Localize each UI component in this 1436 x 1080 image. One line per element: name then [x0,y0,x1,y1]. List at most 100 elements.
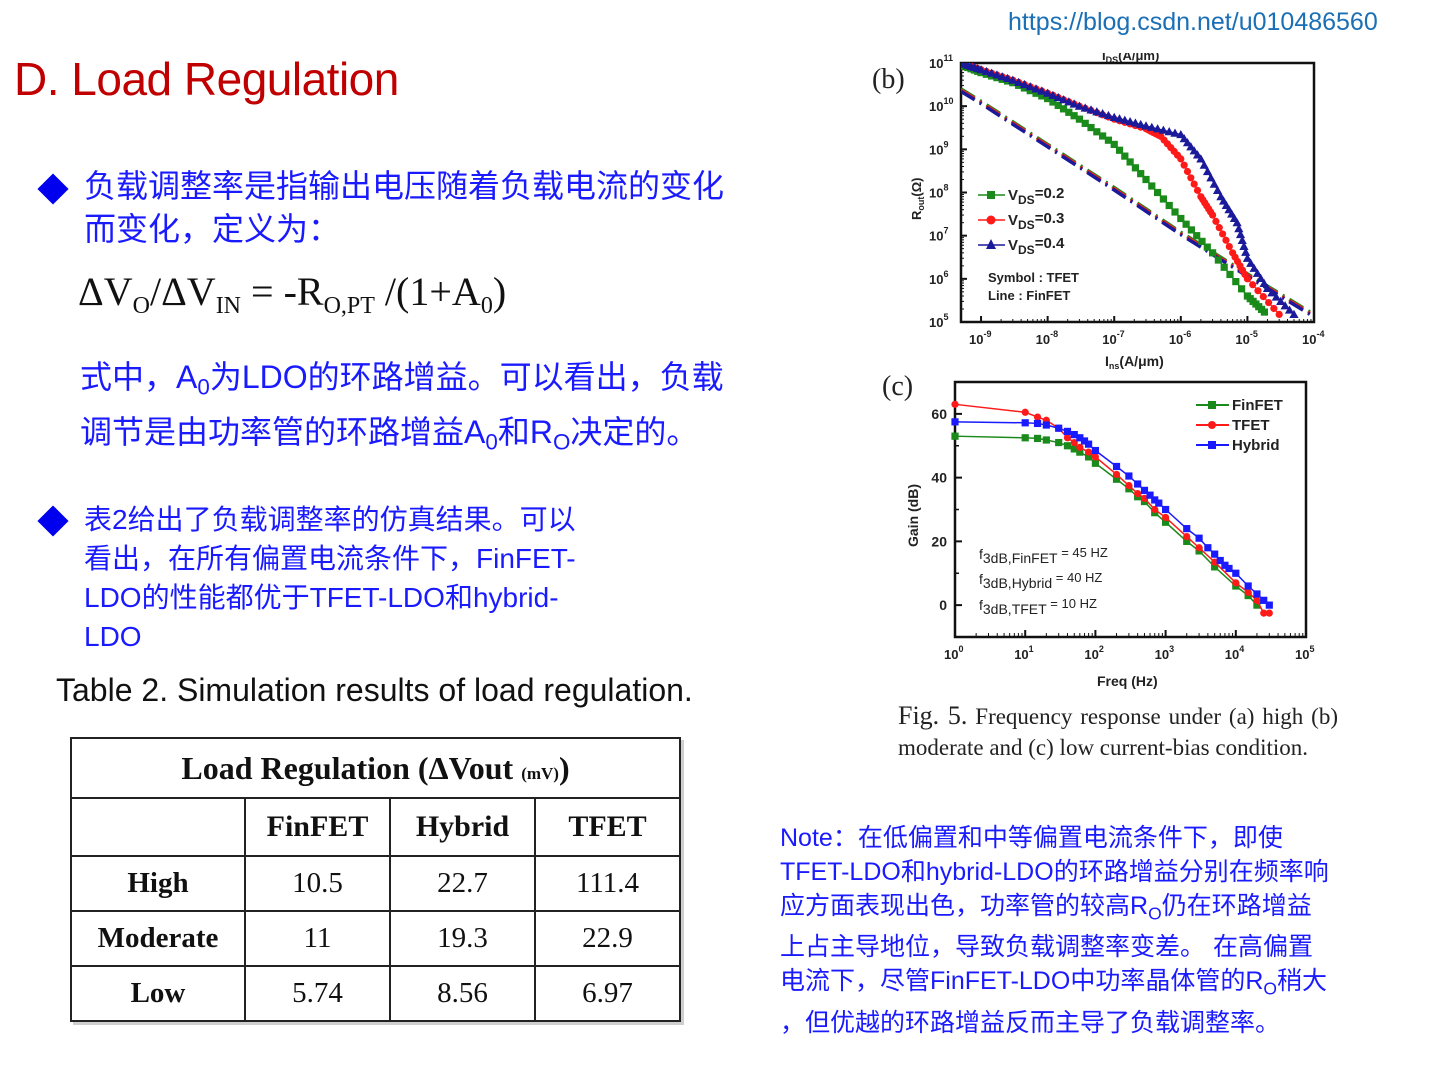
text: 看出，在所有偏置电流条件下， [84,542,477,575]
triangle-marker-icon [986,239,996,249]
text: O [552,429,571,455]
panel-label-b: (b) [872,64,905,95]
text: 0 [485,429,498,455]
table-title: Load Regulation (ΔVout (mV)) [70,737,681,799]
legend-vds-0-3: VDS=0.3 [1008,210,1064,232]
legend-finfet: FinFET [1232,397,1283,414]
text: 决定的。 [570,412,699,451]
text: 为 [209,358,242,396]
circle-marker-icon [1208,421,1216,429]
svg-text:101: 101 [1014,644,1033,662]
formula-explanation: 式中，A0为LDO的环路增益。可以看出，负载 调节是由功率管的环路增益A0和RO… [80,355,724,464]
chart-b-xlabel: Ins(A/μm) [1105,353,1164,371]
text: 的环路增益。可以看出，负载 [307,358,724,396]
legend-hybrid: Hybrid [1232,437,1280,454]
text: 和 [900,857,926,886]
text: hybrid- [472,582,559,613]
text: ：在低偏置和中等偏置电流条件下，即使 [832,823,1283,852]
text: 表 [84,503,113,536]
table-caption: Table 2. Simulation results of load regu… [56,672,693,708]
text: hybrid-LDO [925,858,1054,886]
svg-text:20: 20 [931,533,947,549]
svg-text:100: 100 [944,644,963,662]
text: 调节是由功率管的环路增益 [80,412,465,451]
chart-c-xlabel: Freq (Hz) [1097,673,1158,689]
summary-line3: LDO的性能都优于TFET-LDO和hybrid- [84,578,576,617]
cell-moderate-tfet: 22.9 [534,910,681,967]
panel-label-c: (c) [882,371,914,402]
table-row: High 10.5 22.7 111.4 [70,855,681,912]
load-regulation-formula: ΔVO/ΔVIN = -RO,PT /(1+A0) [78,268,506,320]
bullet-definition-line1: 负载调整率是指输出电压随着负载电流的变化 [84,167,725,205]
note-line3: 应方面表现出色，功率管的较高RO仍在环路增益 [780,889,1420,930]
load-regulation-table: Load Regulation (ΔVout (mV)) FinFET Hybr… [70,737,681,1022]
text: 电流下，尽管 [780,966,931,996]
svg-text:60: 60 [931,406,947,422]
text: R [1130,892,1149,920]
cell-low-hybrid: 8.56 [389,965,536,1022]
f3db-tfet: f3dB,TFET = 10 HZ [979,596,1097,617]
text: TFET-LDO [309,582,445,613]
column-header-empty [70,797,246,857]
row-label-moderate: Moderate [70,910,246,967]
chart-c-series [951,400,1273,617]
text: R [529,413,553,450]
text: O [1263,978,1278,999]
table-title-close: ) [558,749,570,786]
table-title-text: Load Regulation (ΔVout [181,749,522,786]
cell-moderate-hybrid: 19.3 [389,910,536,967]
row-label-low: Low [70,965,246,1022]
figure-caption-text: Frequency response under (a) high (b) mo… [898,704,1338,760]
chart-b-note-line: Line : FinFET [988,288,1070,303]
explanation-line2: 调节是由功率管的环路增益A0和RO决定的。 [80,410,724,465]
summary-line1: 表2给出了负载调整率的仿真结果。可以 [84,500,576,539]
square-marker-icon [1208,441,1216,449]
note-line1: Note：在低偏置和中等偏置电流条件下，即使 [780,821,1420,855]
chart-c-f3db-annotations: f3dB,FinFET = 45 HZ f3dB,Hybrid = 40 HZ … [979,545,1108,617]
legend-vds-0-2: VDS=0.2 [1008,185,1064,207]
circle-marker-icon [986,215,996,225]
legend-vds-0-4: VDS=0.4 [1008,235,1065,257]
table-row: Low 5.74 8.56 6.97 [70,965,681,1022]
text: LDO [84,582,142,613]
formula-part: = -R [241,269,324,314]
chart-c-x-axis: 100 101 102 103 104 105 [944,630,1314,662]
text: 稍大 [1277,966,1328,996]
note-line2: TFET-LDO和hybrid-LDO的环路增益分别在频率响 [780,855,1420,889]
table-header-row: FinFET Hybrid TFET [70,797,681,857]
bullet-table-summary: 表2给出了负载调整率的仿真结果。可以 看出，在所有偏置电流条件下，FinFET-… [84,500,576,656]
slide-title: D. Load Regulation [14,53,399,105]
svg-text:40: 40 [931,470,947,486]
text: 仍在环路增益 [1161,891,1312,920]
note-line6: ，但优越的环路增益反而主导了负载调整率。 [780,1007,1281,1037]
formula-part: /ΔV [149,269,216,314]
text: R [1245,967,1264,996]
svg-text:104: 104 [1225,644,1244,662]
text: FinFET- [476,543,576,574]
square-marker-icon [987,191,995,199]
text: 和 [497,412,530,451]
chart-b-series [961,63,1314,319]
table-row: Moderate 11 19.3 22.9 [70,910,681,967]
cell-low-tfet: 6.97 [534,965,681,1022]
legend-tfet: TFET [1232,417,1270,434]
text: O [1148,903,1162,924]
chart-c-ylabel: Gain (dB) [905,484,921,547]
chart-c-legend: FinFET TFET Hybrid [1196,397,1283,454]
summary-line2: 看出，在所有偏置电流条件下，FinFET- [84,539,576,578]
text: 2 [112,504,128,535]
formula-part: ΔV [78,269,133,314]
formula-part: /(1+A [374,269,481,314]
note-line5: 电流下，尽管FinFET-LDO中功率晶体管的RO稍大 [780,964,1420,1005]
text: 和 [444,581,473,614]
note-line4: 上占主导地位，导致负载调整率变差。 在高偏置 [780,932,1313,962]
text: 给出了负载调整率的仿真结果。可以 [127,503,576,536]
text: Note [780,824,833,852]
cell-low-finfet: 5.74 [244,965,391,1022]
column-header-hybrid: Hybrid [389,797,536,857]
text: 的环路增益分别在频率响 [1053,857,1329,886]
column-header-finfet: FinFET [244,797,391,857]
formula-sub: IN [215,293,242,319]
